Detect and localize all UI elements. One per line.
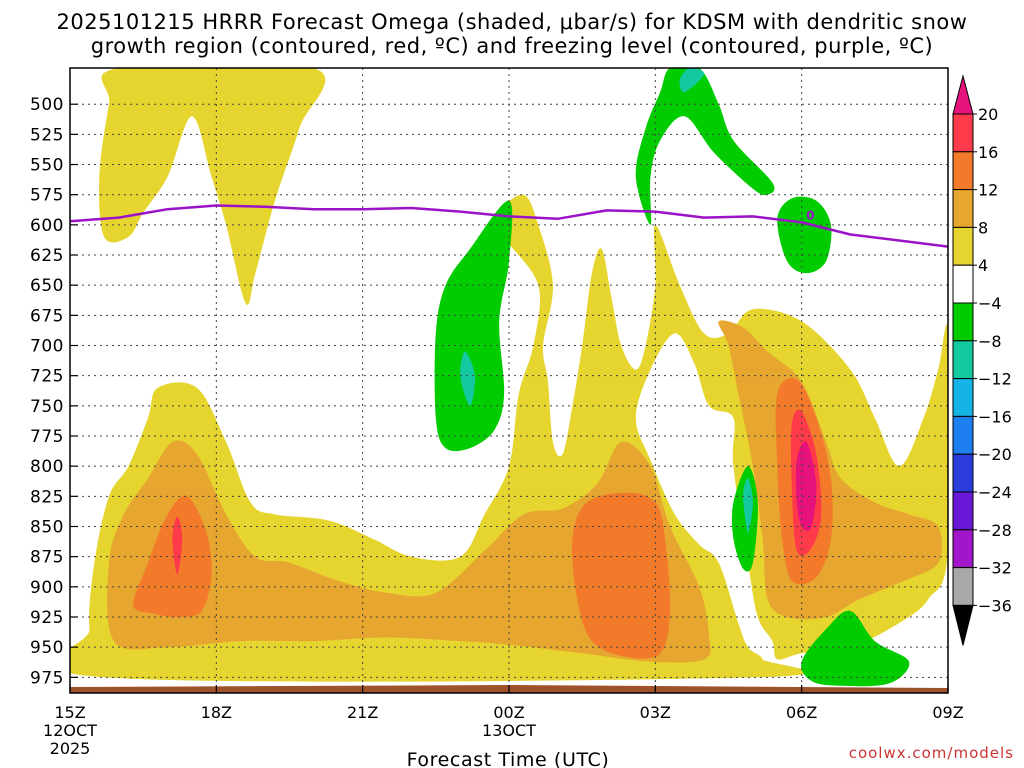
omega-region-17 — [679, 68, 705, 93]
colorbar-swatch-7 — [952, 378, 974, 417]
colorbar-swatch-0 — [952, 113, 974, 153]
colorbar-swatch-2 — [952, 189, 974, 228]
colorbar-label-11: −28 — [978, 521, 1012, 540]
y-tick-label-625: 625 — [30, 246, 64, 266]
y-tick-label-900: 900 — [30, 578, 64, 598]
y-tick-label-975: 975 — [30, 668, 64, 688]
y-tick-label-850: 850 — [30, 517, 64, 537]
y-tick-label-700: 700 — [30, 337, 64, 357]
colorbar-label-13: −36 — [978, 596, 1012, 615]
colorbar-label-3: 8 — [978, 218, 988, 237]
colorbar-label-7: −12 — [978, 370, 1012, 389]
omega-region-12 — [777, 196, 832, 274]
omega-region-1 — [70, 194, 948, 682]
chart-title-line-1: 2025101215 HRRR Forecast Omega (shaded, … — [56, 10, 968, 34]
colorbar-label-0: 20 — [978, 105, 998, 124]
omega-region-2 — [107, 440, 711, 663]
y-tick-label-675: 675 — [30, 306, 64, 326]
x-tick-date-12OCT: 12OCT — [43, 721, 97, 740]
omega-region-8 — [172, 516, 183, 575]
x-tick-label-09Z: 09Z — [932, 703, 963, 722]
colorbar-top-arrow — [952, 74, 974, 115]
y-tick-label-575: 575 — [30, 186, 64, 206]
y-tick-label-775: 775 — [30, 427, 64, 447]
y-tick-label-825: 825 — [30, 487, 64, 507]
x-axis-title: Forecast Time (UTC) — [407, 749, 610, 768]
x-tick-year-2025: 2025 — [50, 739, 91, 758]
omega-region-10 — [434, 200, 513, 452]
y-tick-label-800: 800 — [30, 457, 64, 477]
x-tick-label-03Z: 03Z — [640, 703, 671, 722]
colorbar-swatch-11 — [952, 529, 974, 569]
x-tick-date-13OCT: 13OCT — [482, 721, 536, 740]
omega-region-11 — [635, 68, 775, 225]
colorbar-label-1: 16 — [978, 143, 998, 162]
x-tick-label-18Z: 18Z — [201, 703, 232, 722]
colorbar-label-2: 12 — [978, 181, 998, 200]
x-tick-label-00Z: 00Z — [493, 703, 524, 722]
colorbar-swatch-8 — [952, 415, 974, 455]
colorbar-label-10: −24 — [978, 483, 1012, 502]
freezing-level-label: 0 — [806, 208, 814, 222]
y-tick-label-950: 950 — [30, 638, 64, 658]
colorbar-label-12: −32 — [978, 559, 1012, 578]
colorbar-swatch-1 — [952, 151, 974, 191]
omega-region-5 — [571, 492, 671, 659]
omega-region-16 — [743, 478, 753, 533]
y-tick-label-600: 600 — [30, 216, 64, 236]
colorbar-swatch-9 — [952, 453, 974, 493]
watermark: coolwx.com/models — [848, 744, 1014, 762]
colorbar-bottom-arrow — [952, 604, 974, 646]
omega-region-3 — [718, 320, 943, 620]
colorbar-label-4: 4 — [978, 256, 988, 275]
colorbar-swatch-3 — [952, 226, 974, 266]
omega-region-9 — [795, 441, 817, 531]
x-tick-label-15Z: 15Z — [54, 703, 85, 722]
y-tick-label-500: 500 — [30, 95, 64, 115]
omega-region-14 — [801, 610, 910, 687]
y-tick-label-525: 525 — [30, 125, 64, 145]
omega-region-0 — [99, 68, 326, 306]
colorbar-swatch-12 — [952, 567, 974, 606]
y-tick-label-925: 925 — [30, 608, 64, 628]
x-tick-label-06Z: 06Z — [786, 703, 817, 722]
colorbar-swatch-5 — [952, 302, 974, 342]
omega-region-15 — [460, 351, 476, 406]
colorbar-label-9: −20 — [978, 445, 1012, 464]
chart-title-line-2: growth region (contoured, red, ºC) and f… — [90, 34, 934, 58]
y-tick-label-550: 550 — [30, 156, 64, 176]
colorbar-swatch-6 — [952, 340, 974, 380]
colorbar-label-6: −8 — [978, 332, 1002, 351]
freezing-level-line — [70, 204, 948, 248]
y-tick-label-875: 875 — [30, 548, 64, 568]
colorbar-swatch-4 — [952, 264, 974, 304]
colorbar-label-8: −16 — [978, 407, 1012, 426]
colorbar-swatch-10 — [952, 491, 974, 531]
colorbar-label-5: −4 — [978, 294, 1002, 313]
y-tick-label-750: 750 — [30, 397, 64, 417]
y-tick-label-725: 725 — [30, 367, 64, 387]
y-tick-label-650: 650 — [30, 276, 64, 296]
x-tick-label-21Z: 21Z — [347, 703, 378, 722]
